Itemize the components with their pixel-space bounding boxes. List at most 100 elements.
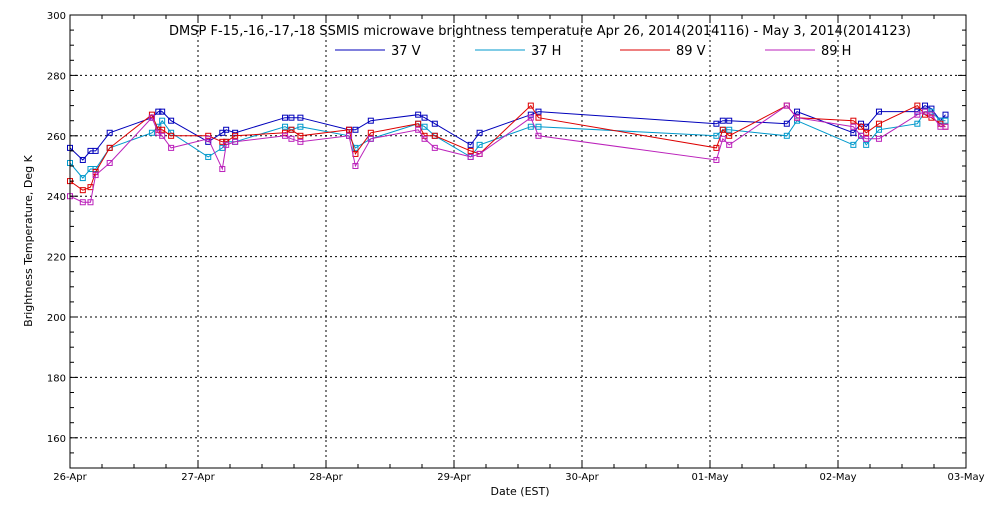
data-point bbox=[352, 144, 359, 151]
data-point bbox=[794, 108, 801, 115]
x-tick-label: 29-Apr bbox=[437, 472, 471, 483]
data-point bbox=[282, 129, 289, 136]
data-point bbox=[535, 108, 542, 115]
data-point bbox=[467, 141, 474, 148]
data-point bbox=[858, 123, 865, 130]
legend-item: 37 H bbox=[475, 44, 561, 59]
data-point bbox=[352, 126, 359, 133]
data-point bbox=[914, 108, 921, 115]
x-tick-label: 27-Apr bbox=[181, 472, 215, 483]
data-point bbox=[783, 102, 790, 109]
data-point bbox=[875, 126, 882, 133]
chart-title: DMSP F-15,-16,-17,-18 SSMIS microwave br… bbox=[169, 24, 911, 39]
data-point bbox=[367, 117, 374, 124]
data-point bbox=[476, 141, 483, 148]
y-tick-label: 220 bbox=[47, 253, 66, 264]
data-point bbox=[794, 114, 801, 121]
data-point bbox=[421, 114, 428, 121]
data-point bbox=[421, 135, 428, 142]
data-point bbox=[719, 135, 726, 142]
legend-item: 89 H bbox=[765, 44, 851, 59]
data-point bbox=[875, 108, 882, 115]
gridlines bbox=[70, 15, 966, 468]
data-point bbox=[282, 123, 289, 130]
series-89-h bbox=[67, 102, 949, 206]
data-point bbox=[914, 120, 921, 127]
y-axis-label: Brightness Temperature, Deg K bbox=[22, 154, 35, 326]
x-tick-label: 26-Apr bbox=[53, 472, 87, 483]
data-point bbox=[219, 138, 226, 145]
data-point bbox=[367, 135, 374, 142]
data-point bbox=[282, 114, 289, 121]
legend-label: 89 H bbox=[821, 44, 851, 59]
data-point bbox=[713, 144, 720, 151]
data-point bbox=[352, 163, 359, 169]
data-point bbox=[205, 153, 212, 160]
data-point bbox=[421, 123, 428, 130]
data-point bbox=[297, 123, 304, 130]
x-tick-label: 03-May bbox=[947, 472, 984, 483]
data-point bbox=[535, 123, 542, 130]
y-tick-label: 240 bbox=[47, 192, 66, 203]
data-point bbox=[223, 138, 230, 145]
data-point bbox=[850, 117, 857, 124]
data-point bbox=[476, 129, 483, 136]
x-tick-label: 02-May bbox=[819, 472, 856, 483]
data-point bbox=[726, 117, 733, 124]
data-point bbox=[106, 129, 113, 136]
data-point bbox=[155, 129, 162, 136]
data-point bbox=[850, 141, 857, 148]
data-point bbox=[850, 123, 857, 130]
data-point bbox=[914, 111, 921, 118]
data-point bbox=[850, 129, 857, 136]
data-point bbox=[297, 114, 304, 121]
data-point bbox=[159, 126, 166, 133]
data-point bbox=[863, 141, 870, 148]
data-point bbox=[232, 138, 239, 145]
data-point bbox=[79, 156, 86, 163]
x-tick-label: 01-May bbox=[691, 472, 728, 483]
data-point bbox=[367, 129, 374, 136]
data-point bbox=[106, 159, 113, 166]
data-point bbox=[922, 102, 929, 109]
data-point bbox=[783, 120, 790, 127]
legend-label: 89 V bbox=[676, 44, 706, 59]
data-point bbox=[476, 150, 483, 157]
data-point bbox=[928, 111, 935, 118]
data-point bbox=[527, 123, 534, 130]
y-tick-label: 180 bbox=[47, 373, 66, 384]
x-tick-label: 28-Apr bbox=[309, 472, 343, 483]
data-point bbox=[863, 135, 870, 142]
legend-item: 37 V bbox=[335, 44, 421, 59]
data-point bbox=[288, 114, 295, 121]
data-point bbox=[527, 102, 534, 109]
data-point bbox=[527, 114, 534, 121]
data-point bbox=[719, 117, 726, 124]
data-point bbox=[928, 108, 935, 115]
data-point bbox=[535, 132, 542, 139]
data-point bbox=[219, 144, 226, 151]
series-layer bbox=[67, 102, 949, 206]
data-point bbox=[155, 108, 162, 115]
data-point bbox=[942, 117, 949, 124]
data-point bbox=[148, 129, 155, 136]
data-point bbox=[415, 111, 422, 118]
data-point bbox=[726, 132, 733, 139]
y-tick-label: 200 bbox=[47, 313, 66, 324]
data-point bbox=[168, 144, 175, 151]
legend-label: 37 H bbox=[531, 44, 561, 59]
data-point bbox=[205, 135, 212, 142]
legend-item: 89 V bbox=[620, 44, 706, 59]
y-tick-label: 280 bbox=[47, 71, 66, 82]
data-point bbox=[297, 138, 304, 145]
legend: 37 V 37 H 89 V 89 H bbox=[335, 44, 851, 59]
data-point bbox=[713, 156, 720, 163]
data-point bbox=[148, 114, 155, 121]
data-point bbox=[719, 126, 726, 133]
data-point bbox=[219, 166, 226, 173]
data-point bbox=[783, 132, 790, 139]
data-point bbox=[282, 132, 289, 139]
data-point bbox=[431, 132, 438, 139]
